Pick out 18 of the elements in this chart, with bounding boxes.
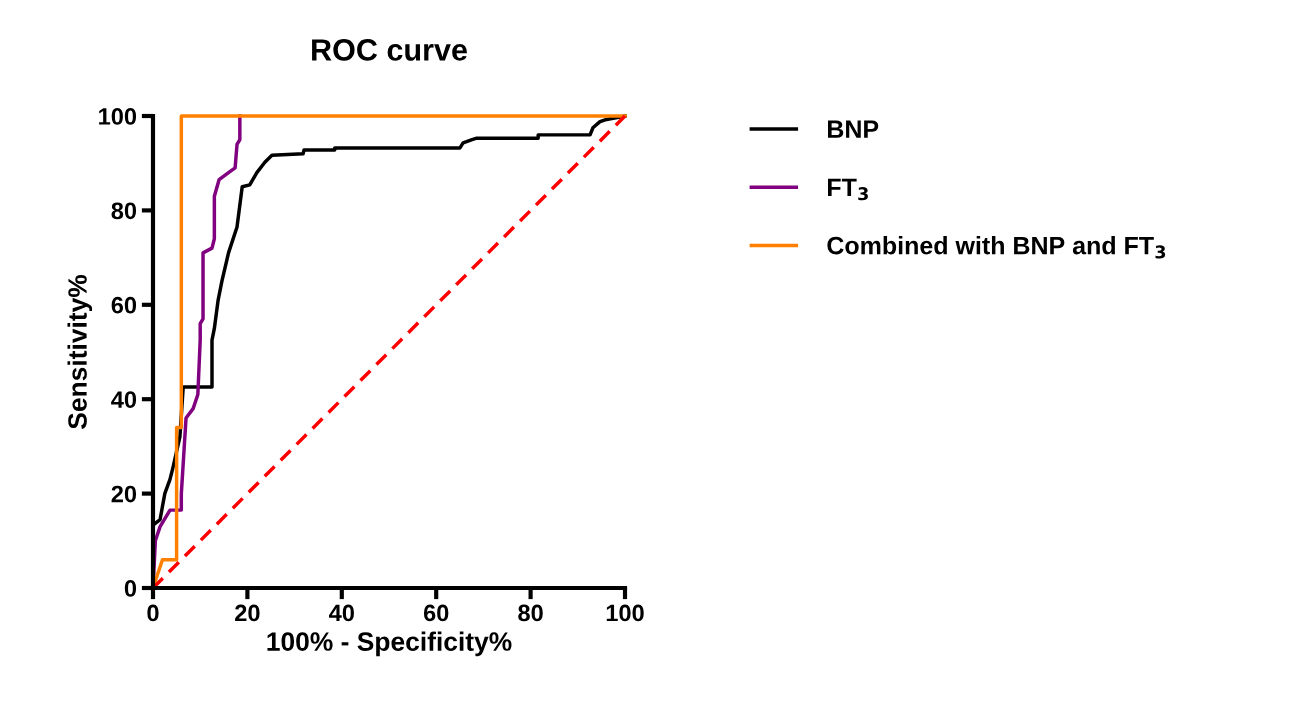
y-tick-label: 40 [111,391,137,408]
legend-label: BNP [828,120,879,138]
x-axis-title: 100% - Specificity% [267,631,512,657]
x-tick-label: 60 [423,604,449,622]
x-tick-label: 80 [518,604,543,622]
x-tick-label: 0 [147,604,159,622]
x-tick-label: 40 [329,604,354,622]
chart-title: ROC curve [312,39,467,61]
y-tick-label: 0 [124,580,137,597]
x-tick-label: 100 [606,604,644,622]
x-tick-label: 20 [235,604,260,622]
y-tick-label: 20 [111,485,137,503]
y-tick-label: 60 [111,296,137,314]
legend-label: FT$_{3}$ [828,178,868,201]
y-tick-label: 100 [99,108,137,125]
legend-label: Combined with BNP and FT$_{3}$ [827,236,1166,259]
y-tick-label: 80 [111,202,137,220]
y-axis-title: Sensitivity% [67,274,93,429]
